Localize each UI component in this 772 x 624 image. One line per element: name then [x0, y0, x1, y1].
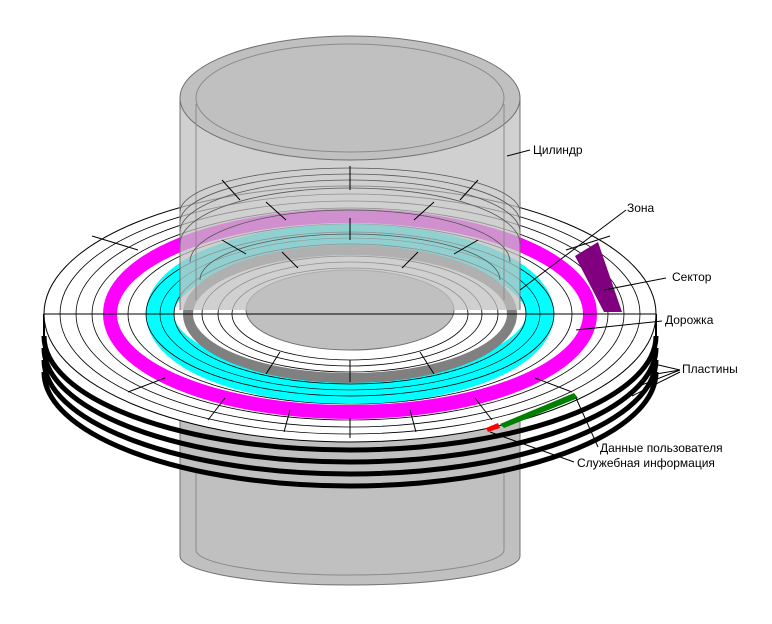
- platters-label: Пластины: [682, 362, 738, 376]
- track-label: Дорожка: [665, 313, 714, 327]
- zone-label: Зона: [627, 201, 655, 215]
- sector-block: [575, 242, 622, 312]
- service-info-label: Служебная информация: [577, 456, 715, 470]
- user-data-block: [500, 393, 578, 428]
- cylinder-label: Цилиндр: [533, 143, 583, 157]
- leader-lines: [489, 149, 681, 463]
- sector-label: Сектор: [672, 270, 712, 284]
- sector-ticks: [91, 235, 611, 438]
- user-data-label: Данные пользователя: [600, 441, 723, 455]
- service-info-block: [486, 423, 500, 432]
- cylinder-upper: [179, 35, 521, 310]
- cylinder-lower: [179, 419, 521, 586]
- platter-stack: [41, 314, 659, 489]
